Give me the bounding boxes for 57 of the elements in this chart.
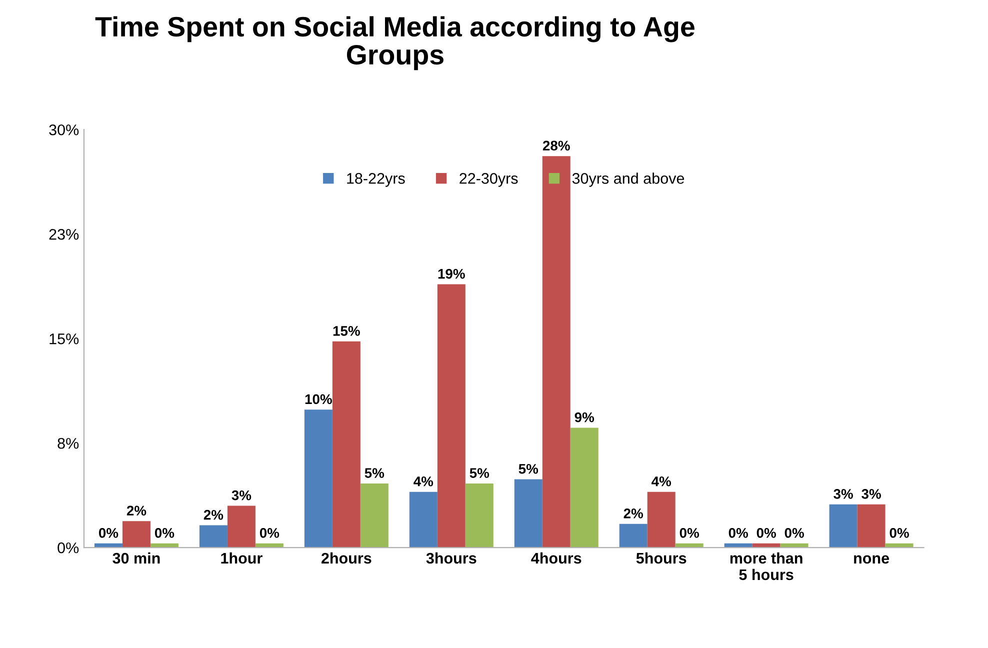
data-label: 0% <box>728 528 748 538</box>
bar <box>465 483 494 548</box>
bar <box>619 524 648 548</box>
data-label: 0% <box>154 528 174 538</box>
data-label: 0% <box>756 528 776 538</box>
data-label: 3% <box>862 489 881 499</box>
bar <box>647 492 676 548</box>
data-label: 28% <box>542 140 570 151</box>
bar <box>332 341 360 548</box>
x-tick-label: 5hours <box>636 552 686 564</box>
data-label: 10% <box>305 394 332 404</box>
legend-label: 30yrs and above <box>572 172 684 187</box>
x-tick-label: 2hours <box>321 552 372 564</box>
x-tick-label: 30 min <box>112 552 160 564</box>
data-label: 2% <box>204 510 224 520</box>
data-label: 0% <box>680 528 700 538</box>
data-label: 9% <box>574 412 594 422</box>
bar <box>122 521 150 548</box>
legend-label: 18-22yrs <box>347 173 405 187</box>
bar <box>360 483 388 548</box>
legend-label: 22-30yrs <box>460 173 518 187</box>
data-label: 2% <box>126 506 146 516</box>
x-tick-label: more than 5 hours <box>730 552 802 580</box>
data-label: 0% <box>784 528 804 538</box>
chart-title: Time Spent on Social Media according to Age Groups <box>95 16 694 70</box>
bar <box>570 428 598 548</box>
data-label: 0% <box>890 528 909 538</box>
x-tick-label: 3hours <box>426 552 476 564</box>
bar <box>304 410 332 548</box>
x-tick-label: 1hour <box>221 552 262 564</box>
data-label: 3% <box>834 489 853 499</box>
bar <box>514 479 542 548</box>
data-label: 19% <box>438 268 465 279</box>
y-tick-label: 15% <box>50 334 79 344</box>
data-label: 4% <box>414 476 434 486</box>
bar <box>857 504 886 548</box>
y-tick-label: 30% <box>49 124 79 136</box>
data-label: 15% <box>333 326 360 336</box>
data-label: 5% <box>518 464 538 474</box>
y-tick-label: 8% <box>58 438 79 449</box>
x-tick-label: none <box>854 555 890 564</box>
data-label: 5% <box>364 468 384 478</box>
bar <box>437 284 466 548</box>
data-label: 3% <box>232 490 252 500</box>
bar <box>227 506 256 548</box>
data-label: 0% <box>98 528 118 538</box>
bar <box>409 492 438 548</box>
bar <box>829 504 858 548</box>
y-tick-label: 0% <box>58 542 79 554</box>
data-label: 0% <box>260 528 280 538</box>
data-label: 2% <box>624 508 644 518</box>
bar <box>199 525 228 548</box>
data-label: 5% <box>470 468 490 478</box>
bar <box>542 156 570 548</box>
y-tick-label: 23% <box>49 228 79 240</box>
x-tick-label: 4hours <box>531 552 582 564</box>
data-label: 4% <box>652 476 672 486</box>
